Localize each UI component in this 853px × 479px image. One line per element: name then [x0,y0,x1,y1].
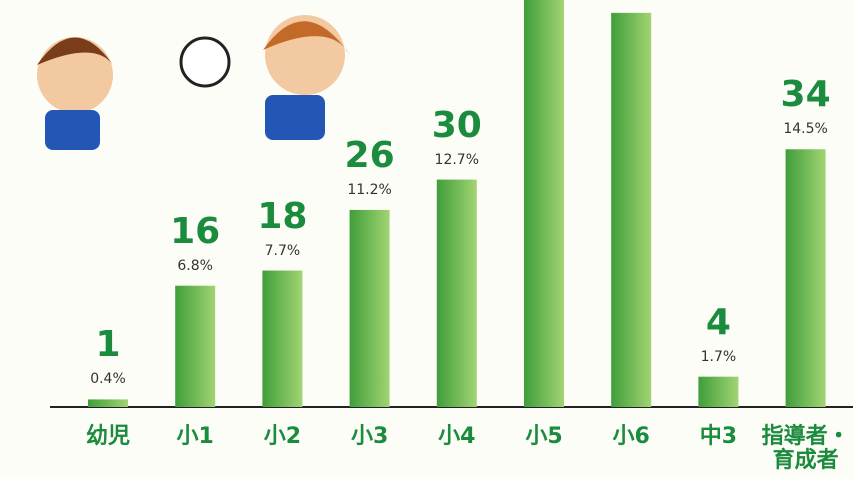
x-tick-label: 小5 [500,425,588,449]
x-tick-label: 中3 [674,425,762,449]
value-label: 4 [673,305,763,341]
bar [437,180,477,407]
value-label: 26 [325,138,415,174]
x-tick-label: 小4 [413,425,501,449]
x-tick-label: 小3 [326,425,414,449]
bar [350,210,390,407]
bar [88,399,128,407]
value-label: 16 [150,214,240,250]
value-label: 34 [761,77,851,113]
percent-label: 12.7% [412,153,502,167]
bar [262,271,302,407]
x-tick-label: 小2 [238,425,326,449]
value-label: 1 [63,327,153,363]
percent-label: 0.4% [63,372,153,386]
value-label: 18 [237,199,327,235]
value-label: 30 [412,108,502,144]
percent-label: 14.5% [761,122,851,136]
bar [175,286,215,407]
chart [0,0,853,479]
x-tick-label: 小1 [151,425,239,449]
percent-label: 11.2% [325,183,415,197]
page: (() => { const data = JSON.parse(documen… [0,0,853,479]
decoration [37,15,350,150]
x-tick-label: 幼児 [64,425,152,449]
x-tick-label: 指導者・育成者 [762,425,850,473]
percent-label: 7.7% [237,244,327,258]
bar [611,13,651,407]
bar [698,377,738,407]
bar [786,149,826,407]
percent-label: 6.8% [150,259,240,273]
percent-label: 1.7% [673,350,763,364]
bar [524,0,564,407]
x-tick-label: 小6 [587,425,675,449]
